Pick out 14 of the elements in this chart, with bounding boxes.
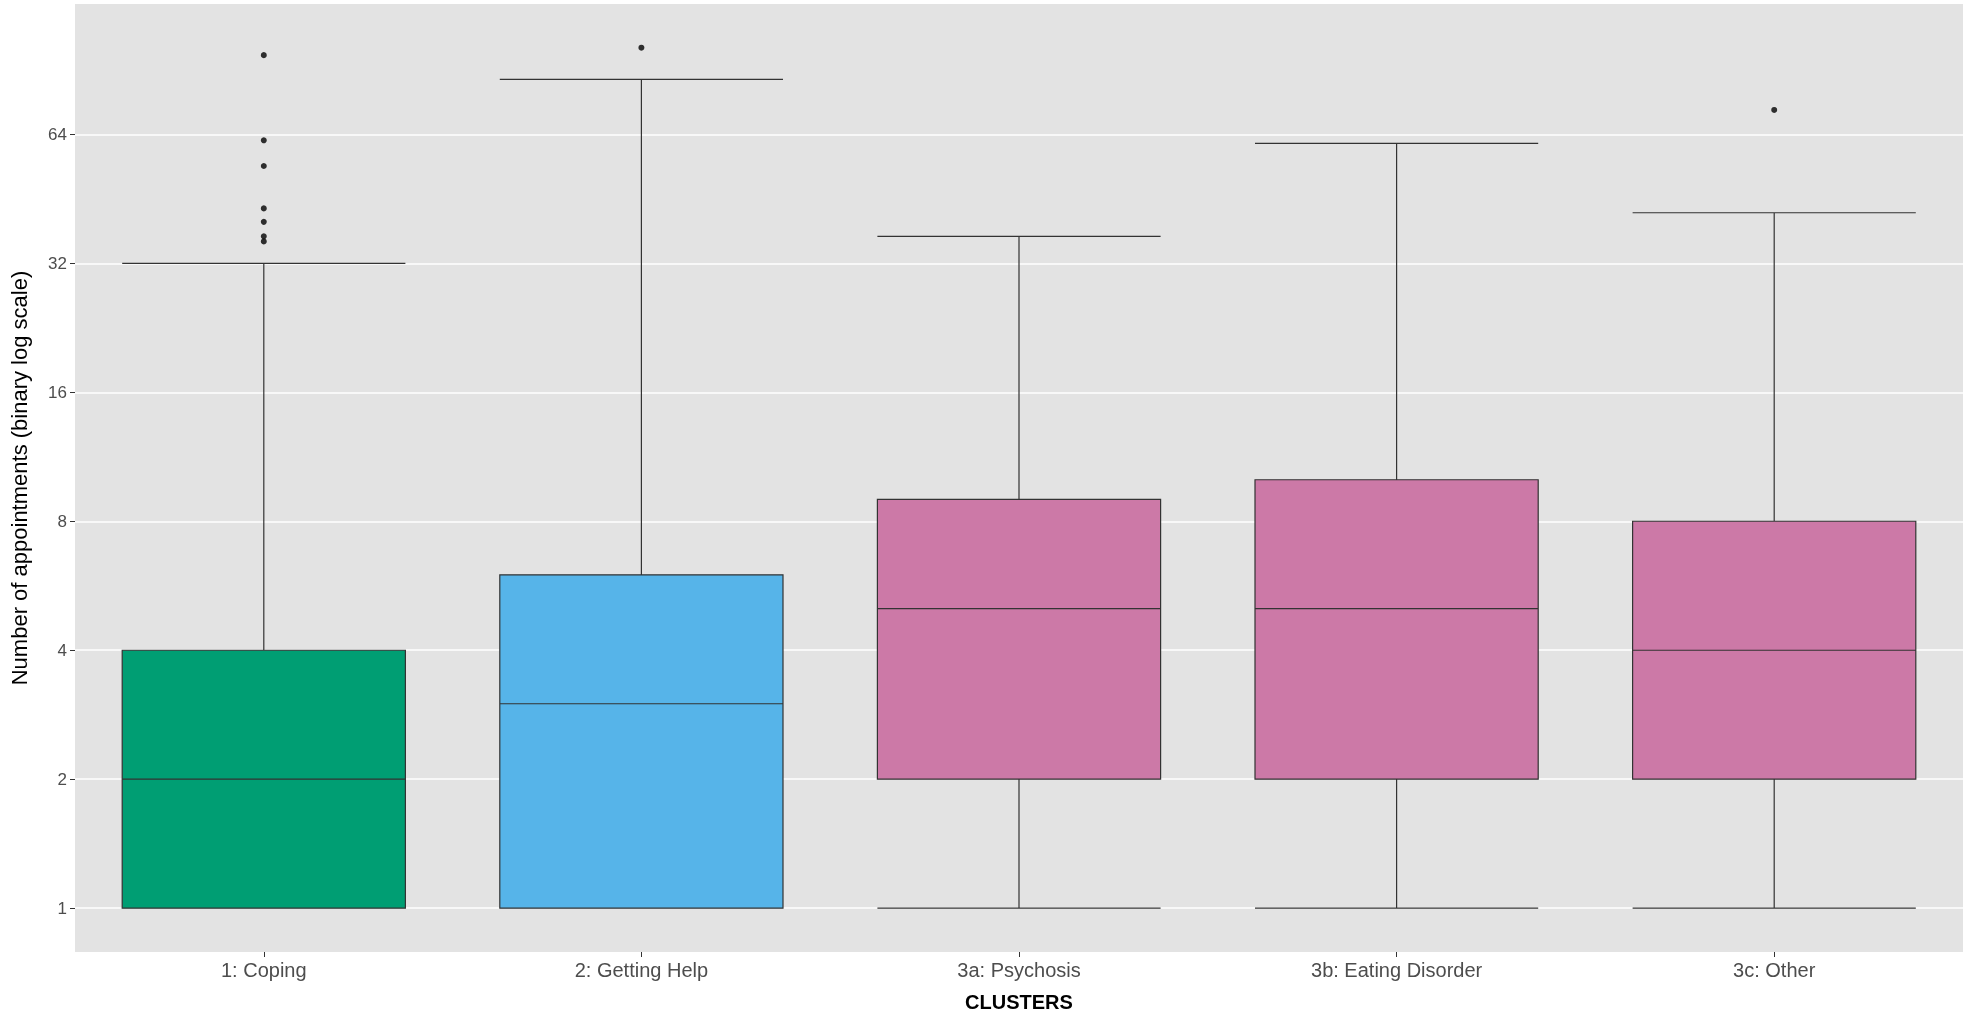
y-tick-label: 4 <box>57 640 67 660</box>
y-tick-label: 16 <box>48 382 67 402</box>
y-tick-label: 32 <box>48 253 67 273</box>
y-tick-label: 2 <box>57 769 67 789</box>
x-tick-label: 2: Getting Help <box>574 959 709 981</box>
x-tick-label: 3b: Eating Disorder <box>1311 959 1483 981</box>
x-axis-title: CLUSTERS <box>965 991 1073 1013</box>
x-tick-label: 3a: Psychosis <box>957 959 1081 981</box>
x-tick-label: 1: Coping <box>220 959 307 981</box>
y-axis-title: Number of appointments (binary log scale) <box>6 270 32 686</box>
y-tick-label: 1 <box>57 898 67 918</box>
y-tick-label: 8 <box>57 511 67 531</box>
x-tick-label: 3c: Other <box>1733 959 1816 981</box>
y-tick-label: 64 <box>48 124 67 144</box>
